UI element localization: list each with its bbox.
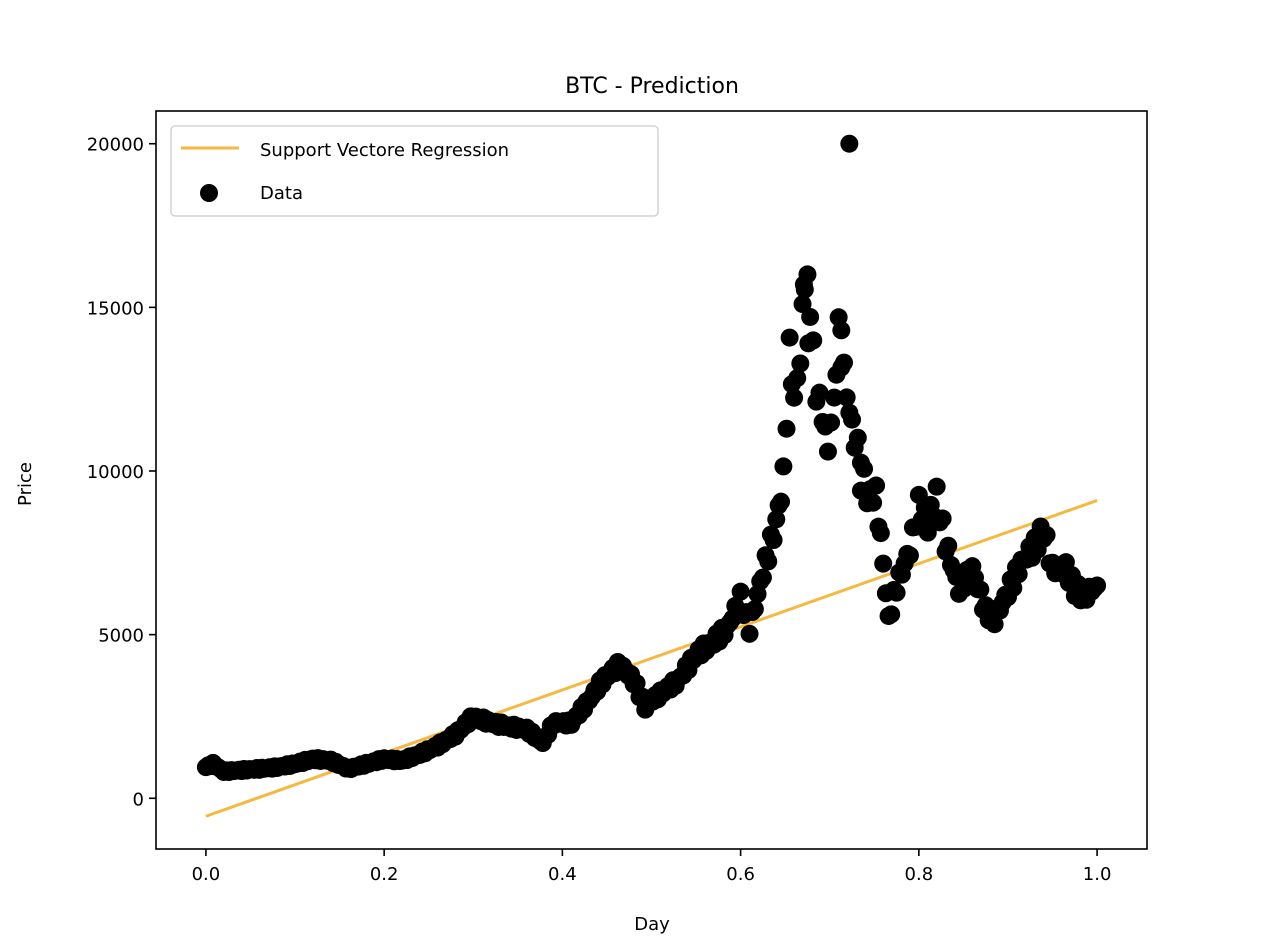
data-point bbox=[767, 510, 786, 529]
data-point bbox=[927, 477, 946, 496]
data-point bbox=[1037, 525, 1056, 544]
data-point bbox=[1004, 578, 1023, 597]
data-point bbox=[810, 383, 829, 402]
legend-label-data: Data bbox=[260, 183, 303, 204]
legend-dot-swatch bbox=[200, 184, 218, 202]
data-point bbox=[764, 531, 783, 550]
data-point bbox=[759, 552, 778, 571]
data-point bbox=[867, 476, 886, 495]
data-point bbox=[745, 600, 764, 619]
x-tick-label: 0.2 bbox=[370, 864, 399, 885]
y-tick-label: 10000 bbox=[87, 462, 144, 483]
data-point bbox=[887, 583, 906, 602]
data-point bbox=[1088, 576, 1107, 595]
y-tick-label: 15000 bbox=[87, 298, 144, 319]
data-point bbox=[822, 413, 841, 432]
data-point bbox=[840, 134, 859, 153]
data-point bbox=[855, 459, 874, 478]
data-point bbox=[788, 369, 807, 388]
data-point bbox=[837, 388, 856, 407]
chart-title: BTC - Prediction bbox=[565, 74, 739, 99]
data-point bbox=[777, 419, 796, 438]
data-point bbox=[818, 442, 837, 461]
y-axis-label: Price bbox=[15, 462, 36, 506]
data-point bbox=[774, 457, 793, 476]
axes: 0.0 0.2 0.4 0.6 0.8 1.0 0 5000 10000 15000 20000 bbox=[87, 110, 1148, 885]
x-tick-label: 1.0 bbox=[1083, 864, 1112, 885]
data-point bbox=[874, 554, 893, 573]
data-point bbox=[882, 605, 901, 624]
data-point bbox=[791, 354, 810, 373]
x-tick-label: 0.0 bbox=[192, 864, 221, 885]
data-point bbox=[834, 353, 853, 372]
data-point bbox=[851, 481, 870, 500]
data-point bbox=[871, 524, 890, 543]
data-point bbox=[843, 410, 862, 429]
data-point bbox=[780, 328, 799, 347]
data-point bbox=[785, 388, 804, 407]
data-point bbox=[801, 307, 820, 326]
data-point bbox=[848, 428, 867, 447]
plot-area bbox=[196, 134, 1107, 818]
data-point bbox=[731, 582, 750, 601]
data-point bbox=[971, 580, 990, 599]
data-point bbox=[864, 493, 883, 512]
axes-frame bbox=[155, 110, 1148, 850]
data-point bbox=[918, 523, 937, 542]
data-point bbox=[939, 536, 958, 555]
data-point bbox=[933, 509, 952, 528]
data-point bbox=[799, 334, 818, 353]
x-tick-label: 0.6 bbox=[726, 864, 755, 885]
data-point bbox=[985, 615, 1004, 634]
data-point bbox=[772, 492, 791, 511]
data-point bbox=[900, 546, 919, 565]
data-point bbox=[627, 674, 646, 693]
data-point bbox=[832, 321, 851, 340]
data-point bbox=[825, 388, 844, 407]
legend: Support Vectore Regression Data bbox=[170, 125, 659, 217]
legend-label-regression: Support Vectore Regression bbox=[260, 140, 509, 161]
legend-frame bbox=[170, 125, 659, 217]
data-point bbox=[740, 624, 759, 643]
data-point bbox=[794, 275, 813, 294]
data-point bbox=[753, 568, 772, 587]
x-tick-label: 0.8 bbox=[905, 864, 934, 885]
x-tick-label: 0.4 bbox=[548, 864, 577, 885]
y-tick-label: 0 bbox=[133, 789, 144, 810]
data-point bbox=[1009, 565, 1028, 584]
x-axis-label: Day bbox=[634, 914, 670, 935]
y-tick-label: 20000 bbox=[87, 135, 144, 156]
y-tick-label: 5000 bbox=[98, 626, 144, 647]
